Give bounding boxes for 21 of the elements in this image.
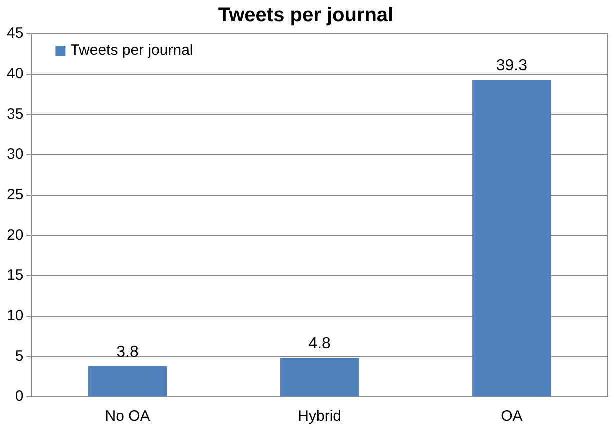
chart-title: Tweets per journal — [218, 4, 394, 27]
bar — [280, 358, 360, 396]
data-label: 39.3 — [496, 57, 528, 74]
data-label: 3.8 — [116, 344, 139, 361]
bar — [88, 366, 168, 396]
legend-label: Tweets per journal — [70, 42, 194, 60]
y-tick-label: 35 — [6, 106, 24, 123]
y-tick-label: 5 — [15, 348, 24, 365]
x-tick-label: No OA — [105, 408, 150, 426]
x-tick-label: Hybrid — [298, 408, 342, 426]
y-tick-label: 40 — [6, 65, 24, 82]
y-tick-label: 20 — [6, 226, 24, 244]
data-label: 4.8 — [308, 336, 332, 353]
bar — [472, 80, 552, 396]
y-tick-label: 10 — [6, 307, 24, 324]
y-tick-label: 15 — [6, 267, 24, 284]
y-tick-label: 0 — [15, 388, 24, 406]
y-tick-label: 45 — [6, 25, 24, 42]
x-tick-label: OA — [501, 408, 523, 426]
y-tick-label: 30 — [6, 146, 24, 164]
y-tick-label: 25 — [6, 186, 24, 204]
